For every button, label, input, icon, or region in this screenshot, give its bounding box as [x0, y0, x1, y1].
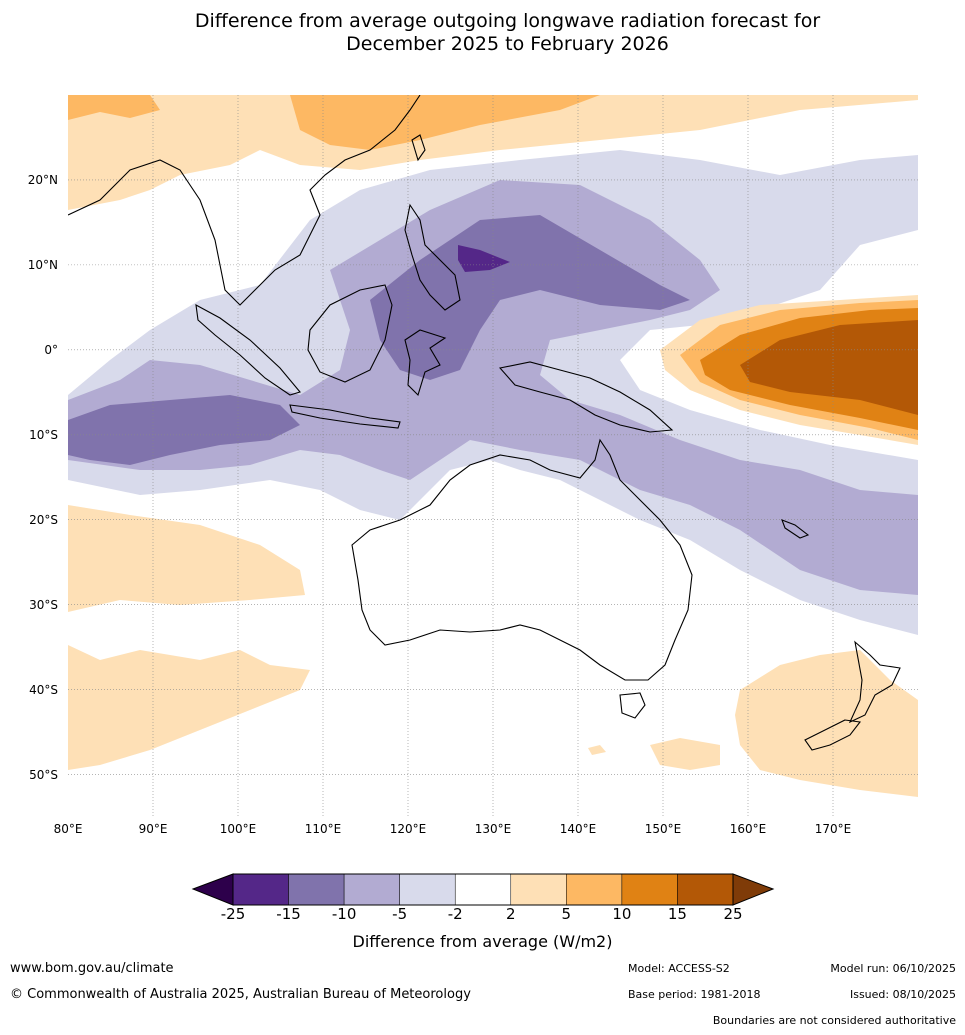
- positive-region-pacific-4: [740, 320, 918, 415]
- colorbar-extend-max: [732, 873, 775, 906]
- negative-region-moderate: [68, 180, 918, 595]
- coastlines: [68, 95, 901, 751]
- colorbar-tick-label: -10: [331, 905, 357, 923]
- lon-tick-label: 80°E: [53, 822, 83, 836]
- colorbar-tick-label: 5: [561, 905, 572, 923]
- lon-tick-label: 160°E: [729, 822, 767, 836]
- positive-region-north-strong: [290, 95, 600, 150]
- lon-tick-label: 90°E: [138, 822, 168, 836]
- negative-region-strong: [68, 395, 300, 465]
- colorbar-tick-label: -5: [392, 905, 408, 923]
- footer-model: Model: ACCESS-S2: [628, 962, 730, 975]
- lon-tick-label: 120°E: [389, 822, 427, 836]
- positive-region-north-west: [68, 95, 160, 120]
- lat-tick-label: 30°S: [29, 597, 58, 612]
- coast-new-zealand-north: [848, 640, 901, 724]
- coast-tasmania: [619, 692, 646, 719]
- chart-title: Difference from average outgoing longwav…: [0, 10, 965, 56]
- colorbar-tick-label: -2: [447, 905, 463, 923]
- lat-tick-label: 20°S: [29, 512, 58, 527]
- coast-taiwan: [411, 134, 426, 162]
- colorbar-tick-label: -15: [276, 905, 301, 923]
- lat-tick-label: 0°: [44, 342, 58, 357]
- colorbar-frame: [232, 873, 734, 906]
- positive-region-south-indian: [68, 645, 310, 770]
- negative-region-strong-philippines: [370, 215, 690, 380]
- colorbar-bin: [288, 873, 345, 906]
- negative-region-very-strong: [458, 245, 510, 272]
- coast-new-zealand-south: [804, 719, 862, 751]
- footer-disclaimer: Boundaries are not considered authoritat…: [712, 1014, 956, 1027]
- lon-tick-label: 170°E: [814, 822, 852, 836]
- colorbar-bin: [510, 873, 567, 906]
- lon-tick-label: 100°E: [219, 822, 257, 836]
- lat-tick-label: 20°N: [27, 172, 58, 187]
- positive-region-south-west: [68, 505, 305, 612]
- footer-copyright: © Commonwealth of Australia 2025, Austra…: [10, 987, 471, 1002]
- coast-philippines: [404, 203, 461, 311]
- coast-asia-mainland: [68, 95, 421, 306]
- positive-region-small: [588, 745, 606, 755]
- footer-base-period: Base period: 1981-2018: [628, 988, 761, 1001]
- colorbar-tick-label: 25: [723, 905, 743, 923]
- colorbar-tick-label: 2: [505, 905, 516, 923]
- lat-tick-label: 10°N: [27, 257, 58, 272]
- colorbar-bin: [399, 873, 456, 906]
- lat-tick-label: 10°S: [29, 427, 58, 442]
- lon-tick-label: 150°E: [644, 822, 682, 836]
- colorbar-bin: [454, 873, 512, 906]
- footer-model-run: Model run: 06/10/2025: [830, 962, 956, 975]
- lon-tick-label: 110°E: [304, 822, 342, 836]
- colorbar-bin: [621, 873, 678, 906]
- coast-australia: [351, 438, 693, 681]
- colorbar-bin: [343, 873, 400, 906]
- colorbar-bin: [677, 873, 734, 906]
- coast-java: [289, 404, 401, 429]
- positive-region-north: [68, 95, 918, 210]
- footer-issued: Issued: 08/10/2025: [849, 988, 956, 1001]
- positive-region-tasman: [650, 738, 720, 770]
- colorbar-tick-label: 10: [612, 905, 632, 923]
- colorbar-title: Difference from average (W/m2): [352, 932, 613, 951]
- lat-tick-label: 40°S: [29, 682, 58, 697]
- colorbar-bin: [566, 873, 623, 906]
- lon-tick-label: 130°E: [474, 822, 512, 836]
- colorbar-bin: [232, 873, 289, 906]
- title-line-1: Difference from average outgoing longwav…: [194, 10, 821, 32]
- lon-tick-label: 140°E: [559, 822, 597, 836]
- coast-new-guinea: [498, 361, 674, 433]
- coast-sumatra: [195, 304, 301, 396]
- colorbar-tick-label: -25: [220, 905, 246, 923]
- footer-url[interactable]: www.bom.gov.au/climate: [10, 961, 174, 976]
- lat-tick-label: 50°S: [29, 767, 58, 782]
- positive-region-nz: [735, 650, 918, 797]
- colorbar-tick-label: 15: [667, 905, 687, 923]
- title-line-2: December 2025 to February 2026: [346, 33, 669, 55]
- colorbar: [191, 873, 775, 906]
- coast-sulawesi: [404, 329, 447, 397]
- coast-borneo: [307, 284, 393, 383]
- coast-new-caledonia: [781, 519, 810, 539]
- colorbar-extend-min: [191, 873, 234, 906]
